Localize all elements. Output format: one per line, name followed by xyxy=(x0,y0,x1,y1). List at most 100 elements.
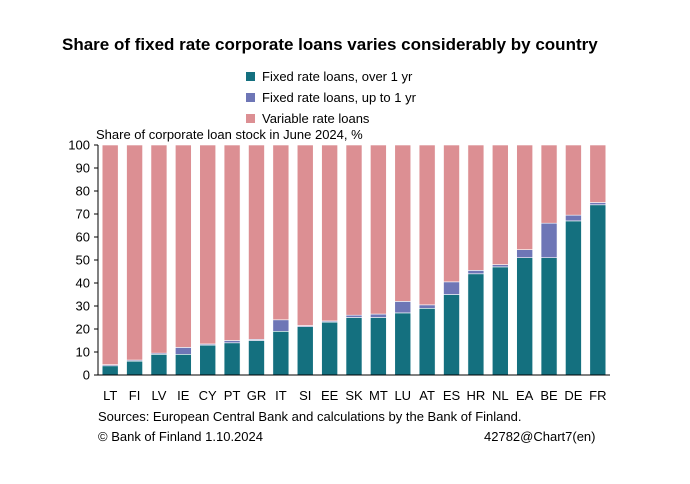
bar-segment-sk-s2 xyxy=(345,144,363,316)
bar-segment-it-s0 xyxy=(272,330,290,376)
bar-segment-es-s1 xyxy=(443,281,460,295)
bar-segment-de-s0 xyxy=(565,220,582,376)
chart-title: Share of fixed rate corporate loans vari… xyxy=(62,35,598,54)
x-tick-label: LV xyxy=(151,388,166,403)
bar-segment-ee-s0 xyxy=(321,321,338,376)
y-tick-label: 20 xyxy=(76,322,90,337)
y-tick-label: 30 xyxy=(76,299,90,314)
y-tick-label: 10 xyxy=(76,345,90,360)
bar-segment-si-s0 xyxy=(296,326,314,376)
copyright-note: © Bank of Finland 1.10.2024 xyxy=(98,429,263,444)
bar-segment-cy-s0 xyxy=(199,344,217,376)
x-tick-label: ES xyxy=(443,388,461,403)
bar-segment-fr-s0 xyxy=(589,204,607,376)
x-tick-label: MT xyxy=(369,388,388,403)
bar-segment-gr-s2 xyxy=(248,144,265,340)
bar-segment-nl-s1 xyxy=(491,264,509,268)
bar-segment-sk-s1 xyxy=(345,314,363,318)
y-tick-label: 40 xyxy=(76,276,90,291)
x-tick-label: FI xyxy=(129,388,141,403)
bar-segment-ea-s2 xyxy=(516,144,533,250)
bar-segment-be-s2 xyxy=(540,144,558,224)
bar-segment-mt-s1 xyxy=(370,313,387,318)
bar-segment-fr-s1 xyxy=(589,202,607,206)
bar-segment-hr-s2 xyxy=(467,144,485,271)
bar-segment-sk-s0 xyxy=(345,317,363,376)
legend: Fixed rate loans, over 1 yr Fixed rate l… xyxy=(246,66,416,129)
bar-segment-it-s2 xyxy=(272,144,290,321)
x-tick-label: EE xyxy=(321,388,339,403)
x-tick-label: BE xyxy=(540,388,558,403)
legend-label: Fixed rate loans, up to 1 yr xyxy=(262,90,416,105)
bar-segment-ie-s0 xyxy=(175,353,192,376)
legend-swatch xyxy=(246,72,255,81)
x-tick-label: CY xyxy=(199,388,217,403)
y-tick-label: 0 xyxy=(83,368,90,383)
bar-segment-hr-s1 xyxy=(467,270,485,275)
bar-segment-lu-s2 xyxy=(394,144,412,302)
legend-label: Fixed rate loans, over 1 yr xyxy=(262,69,413,84)
x-tick-label: DE xyxy=(564,388,582,403)
legend-swatch xyxy=(246,114,255,123)
bar-segment-de-s1 xyxy=(565,214,582,222)
x-tick-label: IT xyxy=(275,388,287,403)
sources-note: Sources: European Central Bank and calcu… xyxy=(98,409,522,424)
chart-subtitle: Share of corporate loan stock in June 20… xyxy=(96,127,363,142)
bar-segment-lt-s0 xyxy=(101,365,119,376)
bar-segment-be-s1 xyxy=(540,222,558,258)
bar-segment-at-s1 xyxy=(418,304,436,309)
bar-segment-lv-s0 xyxy=(150,353,168,376)
legend-item-variable: Variable rate loans xyxy=(246,108,416,129)
bar-segment-pt-s1 xyxy=(223,340,241,344)
y-tick-label: 80 xyxy=(76,184,90,199)
bar-segment-lu-s1 xyxy=(394,301,412,314)
x-tick-label: NL xyxy=(492,388,509,403)
legend-swatch xyxy=(246,93,255,102)
bar-segment-fi-s0 xyxy=(126,360,143,376)
bar-segment-nl-s0 xyxy=(491,266,509,376)
bar-segment-pt-s0 xyxy=(223,342,241,376)
x-tick-label: GR xyxy=(247,388,267,403)
x-tick-label: PT xyxy=(224,388,241,403)
bar-segment-es-s0 xyxy=(443,294,460,376)
bar-segment-es-s2 xyxy=(443,144,460,283)
bar-segment-fi-s2 xyxy=(126,144,143,361)
bar-segment-lv-s2 xyxy=(150,144,168,354)
bar-segment-be-s0 xyxy=(540,257,558,376)
x-tick-label: FR xyxy=(589,388,606,403)
bar-segment-lt-s2 xyxy=(101,144,119,365)
bar-segment-hr-s0 xyxy=(467,273,485,376)
bar-segment-nl-s2 xyxy=(491,144,509,265)
x-tick-label: LU xyxy=(394,388,411,403)
bar-segment-cy-s2 xyxy=(199,144,217,345)
bar-segment-fr-s2 xyxy=(589,144,607,203)
bar-segment-ea-s1 xyxy=(516,249,533,258)
x-tick-label: LT xyxy=(103,388,117,403)
x-tick-label: AT xyxy=(419,388,435,403)
bar-segment-ea-s0 xyxy=(516,257,533,376)
bar-segment-it-s1 xyxy=(272,319,290,332)
bar-segment-de-s2 xyxy=(565,144,582,216)
bar-segment-ie-s1 xyxy=(175,347,192,355)
y-tick-label: 100 xyxy=(68,138,90,153)
bar-segment-gr-s0 xyxy=(248,340,265,376)
x-tick-label: HR xyxy=(467,388,486,403)
y-tick-label: 70 xyxy=(76,207,90,222)
bar-segment-mt-s0 xyxy=(370,317,387,376)
x-tick-label: IE xyxy=(177,388,190,403)
legend-label: Variable rate loans xyxy=(262,111,370,126)
x-tick-label: EA xyxy=(516,388,534,403)
bar-segment-si-s2 xyxy=(296,144,314,326)
y-tick-label: 90 xyxy=(76,161,90,176)
bar-segment-lu-s0 xyxy=(394,312,412,376)
bar-segment-pt-s2 xyxy=(223,144,241,341)
chart-id: 42782@Chart7(en) xyxy=(484,429,596,444)
legend-item-fixed-over-1yr: Fixed rate loans, over 1 yr xyxy=(246,66,416,87)
bar-segment-ee-s2 xyxy=(321,144,338,322)
bar-segment-at-s0 xyxy=(418,307,436,376)
y-tick-label: 50 xyxy=(76,253,90,268)
legend-item-fixed-up-to-1yr: Fixed rate loans, up to 1 yr xyxy=(246,87,416,108)
bar-segment-ie-s2 xyxy=(175,144,192,348)
y-tick-label: 60 xyxy=(76,230,90,245)
